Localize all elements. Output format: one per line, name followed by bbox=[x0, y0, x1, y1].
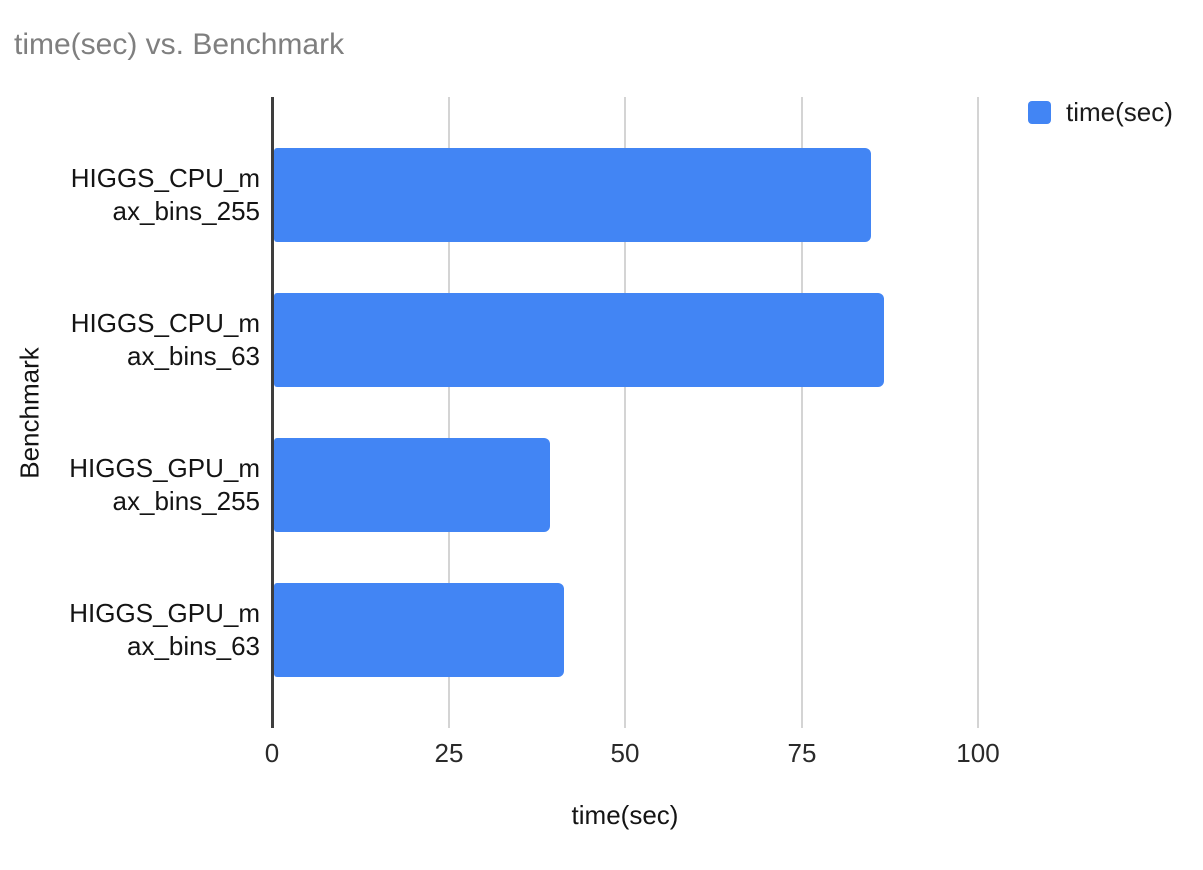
y-category-label-line: HIGGS_CPU_m bbox=[70, 308, 260, 338]
x-tick-label: 100 bbox=[956, 738, 1000, 768]
y-category-label: HIGGS_GPU_m ax_bins_255 bbox=[0, 452, 260, 518]
chart-title: time(sec) vs. Benchmark bbox=[14, 28, 345, 61]
y-category-label-line: HIGGS_CPU_m bbox=[70, 163, 260, 193]
plot-area bbox=[271, 97, 1060, 728]
x-tick-label: 50 bbox=[610, 738, 640, 768]
y-category-label: HIGGS_CPU_m ax_bins_63 bbox=[0, 307, 260, 373]
y-category-label-line: ax_bins_255 bbox=[112, 196, 260, 226]
y-category-label-line: HIGGS_GPU_m bbox=[69, 598, 260, 628]
gridline bbox=[448, 97, 450, 728]
x-tick-label: 0 bbox=[264, 738, 280, 768]
gridline bbox=[801, 97, 803, 728]
y-category-label: HIGGS_GPU_m ax_bins_63 bbox=[0, 597, 260, 663]
bar bbox=[274, 438, 550, 532]
y-category-label-line: ax_bins_63 bbox=[127, 631, 260, 661]
y-category-label: HIGGS_CPU_m ax_bins_255 bbox=[0, 162, 260, 228]
x-axis-title: time(sec) bbox=[571, 800, 679, 830]
y-category-label-line: HIGGS_GPU_m bbox=[69, 453, 260, 483]
x-tick-label: 75 bbox=[787, 738, 817, 768]
gridline bbox=[624, 97, 626, 728]
gridline bbox=[977, 97, 979, 728]
bar bbox=[274, 293, 884, 387]
bar bbox=[274, 148, 871, 242]
legend-label: time(sec) bbox=[1066, 97, 1173, 127]
bar bbox=[274, 583, 564, 677]
x-tick-label: 25 bbox=[434, 738, 464, 768]
legend-swatch-icon bbox=[1028, 101, 1051, 124]
y-category-label-line: ax_bins_255 bbox=[112, 486, 260, 516]
legend: time(sec) bbox=[1028, 97, 1173, 128]
x-axis-baseline bbox=[271, 97, 274, 728]
y-category-label-line: ax_bins_63 bbox=[127, 341, 260, 371]
